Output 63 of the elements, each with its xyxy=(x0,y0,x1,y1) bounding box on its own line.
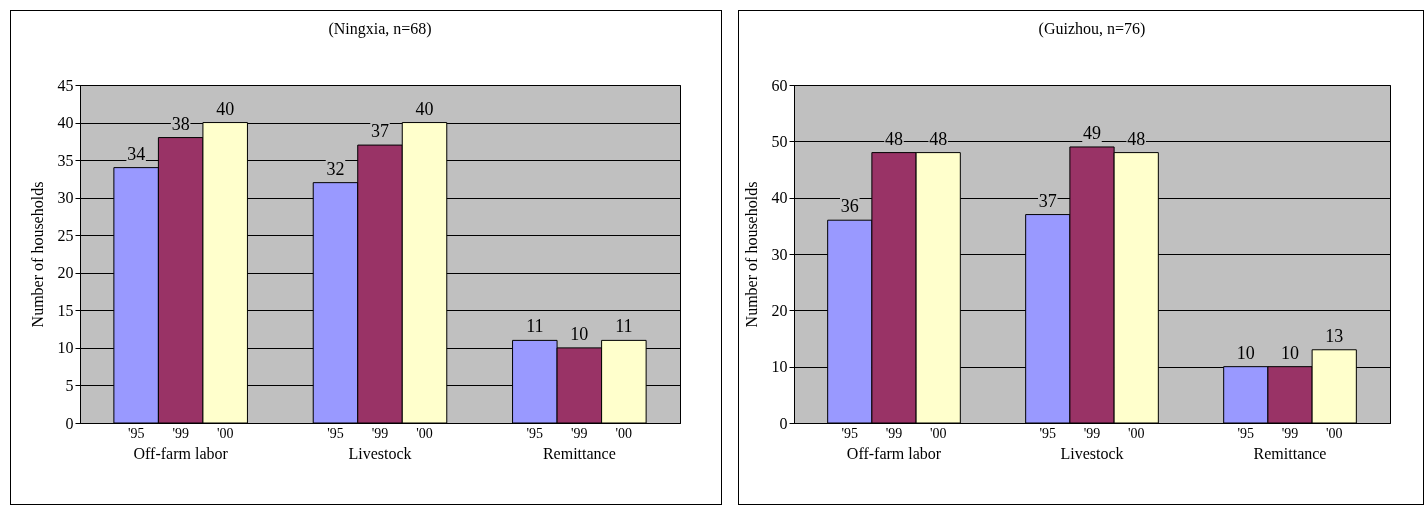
y-tick-label: 20 xyxy=(57,264,74,282)
y-tick-label: 30 xyxy=(57,189,74,207)
data-label: 48 xyxy=(884,128,903,149)
y-tick-label: 10 xyxy=(57,339,74,357)
text: '99 xyxy=(571,426,588,441)
series-label: '99 xyxy=(172,426,189,441)
y-axis-title: Number of households xyxy=(28,181,46,328)
y-tick-label: 60 xyxy=(771,76,788,94)
x-tick-label: Remittance xyxy=(542,444,616,462)
data-label: 10 xyxy=(1236,342,1255,363)
data-label: 37 xyxy=(371,121,389,142)
text: '99 xyxy=(371,426,389,441)
data-label: 11 xyxy=(526,316,544,337)
data-label: 11 xyxy=(615,316,633,337)
x-tick-label: Off-farm labor xyxy=(846,444,942,462)
chart-title: (Guizhou, n=76) xyxy=(1038,20,1146,38)
x-tick-label: Livestock xyxy=(348,444,412,462)
series-label: '00 xyxy=(216,426,234,441)
series-label: '95 xyxy=(841,426,859,441)
series-label: '95 xyxy=(127,426,145,441)
x-tick-label: Livestock xyxy=(1060,444,1124,462)
text: '99 xyxy=(1281,426,1299,441)
text: '00 xyxy=(1325,426,1343,441)
y-tick-label: 35 xyxy=(57,151,74,169)
series-label: '99 xyxy=(885,426,903,441)
y-tick-label: 30 xyxy=(771,245,788,263)
data-label: 34 xyxy=(127,143,146,164)
data-label: 48 xyxy=(929,128,948,149)
text: '00 xyxy=(416,426,433,441)
y-tick-label: 40 xyxy=(771,189,788,207)
y-axis-title: Number of households xyxy=(742,181,760,328)
x-tick-label: Remittance xyxy=(1253,444,1327,462)
series-label: '00 xyxy=(929,426,947,441)
data-label: 48 xyxy=(1127,128,1146,149)
data-label: 49 xyxy=(1083,122,1101,143)
text: '95 xyxy=(1237,426,1255,441)
text: '95 xyxy=(1039,426,1057,441)
y-tick-label: 25 xyxy=(57,226,74,244)
y-tick-label: 0 xyxy=(779,414,788,432)
text: '95 xyxy=(327,426,344,441)
text: '95 xyxy=(526,426,544,441)
chart-title: (Ningxia, n=68) xyxy=(328,20,432,38)
data-label: 40 xyxy=(415,98,434,119)
y-tick-label: 20 xyxy=(771,301,788,319)
y-tick-label: 50 xyxy=(771,132,788,150)
text: '00 xyxy=(615,426,633,441)
x-tick-label: Off-farm labor xyxy=(133,444,229,462)
y-tick-label: 40 xyxy=(57,114,74,132)
text: '00 xyxy=(1127,426,1145,441)
data-label: 10 xyxy=(570,323,589,344)
data-label: 37 xyxy=(1038,190,1057,211)
data-label: 10 xyxy=(1281,342,1300,363)
y-tick-label: 15 xyxy=(57,301,74,319)
y-tick-label: 10 xyxy=(771,358,788,376)
data-label: 38 xyxy=(171,113,190,134)
data-label: 36 xyxy=(840,196,859,217)
data-label: 40 xyxy=(216,98,235,119)
y-tick-label: 45 xyxy=(57,76,74,94)
data-label: 13 xyxy=(1325,325,1344,346)
text: '99 xyxy=(1083,426,1101,441)
data-label: 32 xyxy=(326,158,345,179)
y-tick-label: 5 xyxy=(65,376,74,394)
y-tick-label: 0 xyxy=(65,414,74,432)
